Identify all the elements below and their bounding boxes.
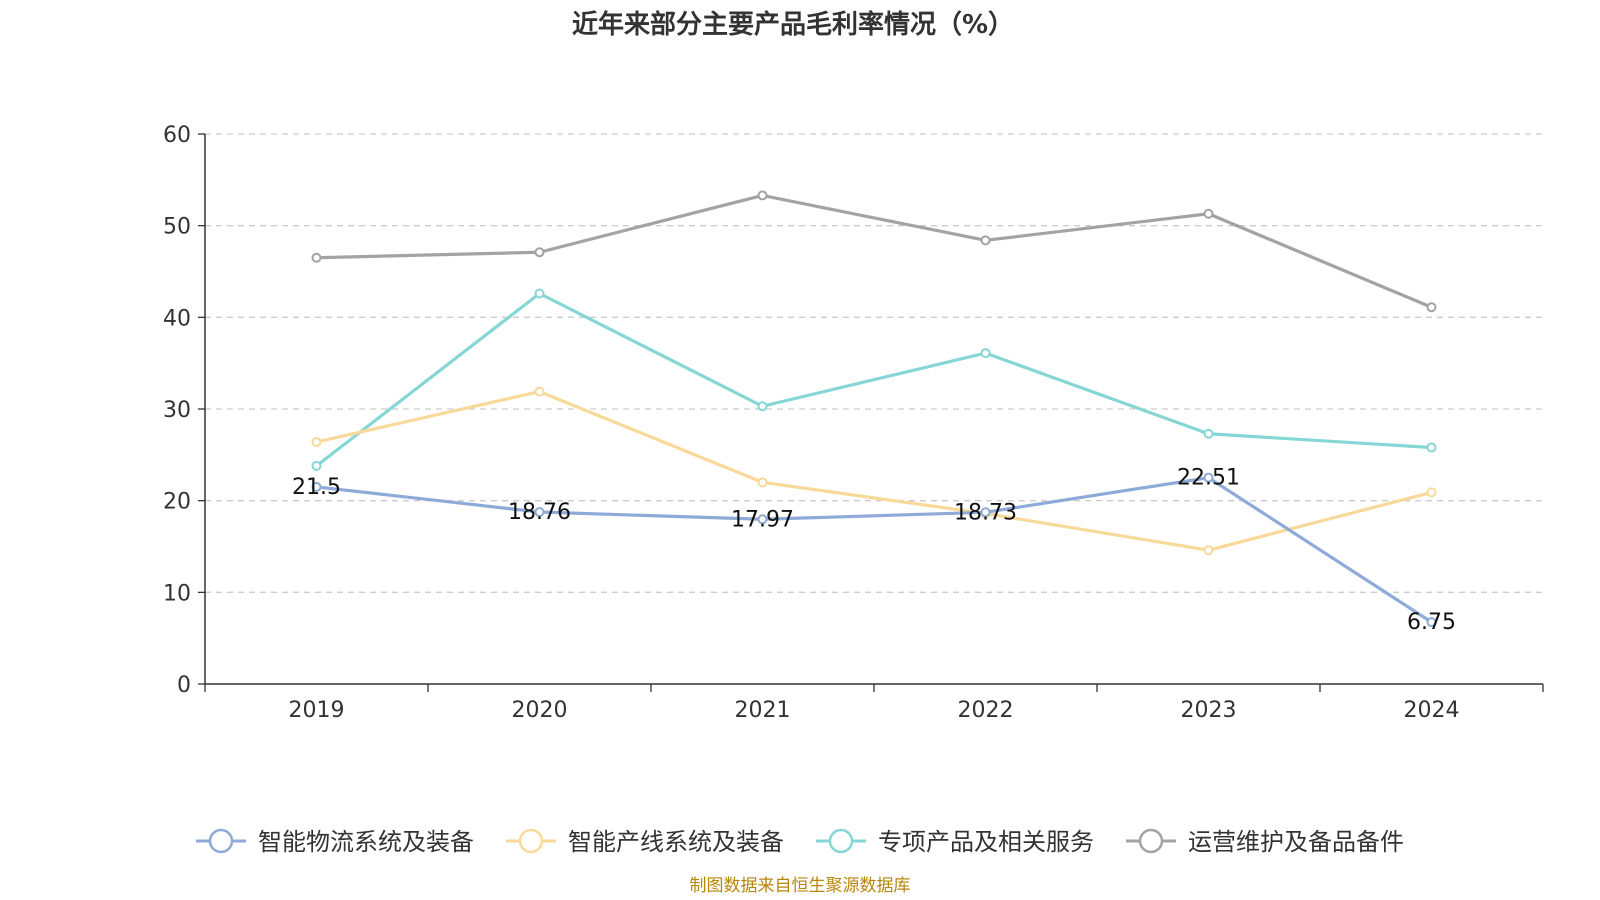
- series-2-point: [1426, 487, 1437, 498]
- data-labels: 21.5 18.76 17.97 18.73 22.51 6.75: [292, 466, 1456, 635]
- series-1-point: [1203, 472, 1214, 483]
- axes: 0 10 20 30 40 50 60 2019 2020 2021 2022 2023 2024: [163, 123, 1544, 723]
- series-line-2: [316, 389, 1432, 552]
- y-tick-label: 40: [163, 306, 191, 331]
- y-tick-label: 60: [163, 123, 191, 148]
- series-3-point: [757, 401, 768, 412]
- series-3-point: [1203, 428, 1214, 439]
- series-2-point: [311, 437, 322, 447]
- data-label: 21.5: [292, 475, 341, 500]
- legend-item-2[interactable]: 智能产线系统及装备: [506, 828, 784, 856]
- data-label: 18.76: [508, 500, 571, 525]
- series-1-point: [1426, 617, 1437, 628]
- y-tick-label: 20: [163, 490, 191, 515]
- legend: 智能物流系统及装备 智能产线系统及装备 专项产品及相关服务 运营维护及备品备件: [196, 828, 1404, 856]
- legend-item-3[interactable]: 专项产品及相关服务: [816, 828, 1094, 856]
- series-1-point: [311, 481, 322, 492]
- y-tick-label: 30: [163, 398, 191, 423]
- legend-marker-icon: [1138, 828, 1164, 854]
- series-2-point: [1203, 545, 1214, 556]
- y-tick-label: 10: [163, 581, 191, 606]
- series-line-1: [316, 476, 1433, 624]
- series-3-point: [311, 460, 322, 471]
- legend-label: 运营维护及备品备件: [1188, 828, 1404, 856]
- x-tick-label: 2022: [958, 698, 1014, 723]
- x-tick-label: 2023: [1181, 698, 1237, 723]
- series-4-point: [980, 235, 991, 246]
- series-1-point: [534, 507, 545, 518]
- x-tick-label: 2024: [1404, 698, 1460, 723]
- y-tick-label: 0: [177, 673, 191, 698]
- x-tick-label: 2020: [512, 698, 568, 723]
- data-label: 17.97: [731, 507, 794, 532]
- legend-marker-icon: [208, 828, 234, 854]
- series-line-3: [315, 291, 1432, 468]
- source-note: 制图数据来自恒生聚源数据库: [690, 876, 911, 896]
- legend-label: 智能物流系统及装备: [258, 828, 474, 856]
- data-label: 6.75: [1407, 610, 1456, 635]
- x-tick-label: 2019: [289, 698, 345, 723]
- legend-item-1[interactable]: 智能物流系统及装备: [196, 828, 474, 856]
- y-tick-label: 50: [163, 215, 191, 240]
- legend-label: 专项产品及相关服务: [878, 828, 1094, 856]
- legend-marker-icon: [518, 828, 544, 854]
- legend-marker-icon: [828, 828, 854, 854]
- series-1-point: [980, 507, 991, 518]
- chart-title: 近年来部分主要产品毛利率情况（%）: [572, 9, 1014, 40]
- series-lines: [311, 190, 1437, 628]
- legend-label: 智能产线系统及装备: [568, 828, 784, 856]
- grid-lines: [205, 133, 1543, 593]
- series-3-point: [534, 288, 545, 299]
- series-3-point: [1426, 442, 1437, 453]
- x-tick-label: 2021: [735, 698, 791, 723]
- data-label: 18.73: [954, 500, 1017, 525]
- series-2-point: [534, 386, 545, 397]
- series-3-point: [980, 348, 991, 359]
- series-4-point: [534, 247, 545, 258]
- series-4-point: [311, 252, 322, 263]
- series-1-point: [757, 514, 768, 525]
- series-4-point: [1203, 208, 1214, 219]
- series-line-4: [316, 193, 1433, 309]
- data-label: 22.51: [1177, 466, 1240, 491]
- legend-item-4[interactable]: 运营维护及备品备件: [1126, 828, 1404, 856]
- series-2-point: [757, 477, 768, 488]
- series-4-point: [1426, 302, 1437, 313]
- series-4-point: [757, 190, 768, 201]
